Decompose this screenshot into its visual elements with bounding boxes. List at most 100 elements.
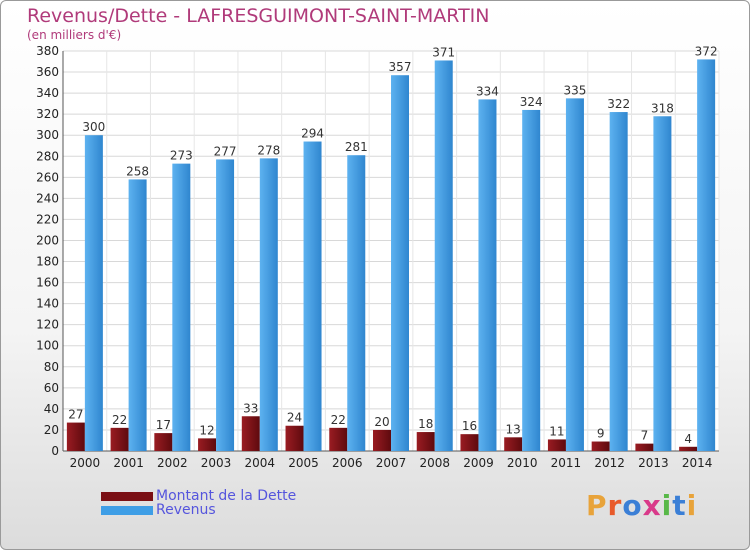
y-tick-label: 340 [36,86,59,100]
y-tick-label: 140 [36,297,59,311]
legend-label-dette: Montant de la Dette [156,488,297,504]
dette-data-label: 20 [374,415,389,429]
dette-data-label: 33 [243,401,258,415]
logo-letter: x [642,489,662,522]
revenus-bar [522,109,541,452]
y-tick-label: 100 [36,339,59,353]
logo-letter: r [607,489,623,522]
x-tick-label: 2004 [245,456,276,470]
y-tick-label: 80 [44,360,59,374]
y-tick-label: 200 [36,233,59,247]
revenus-data-label: 258 [126,164,149,178]
y-tick-label: 0 [51,444,59,458]
dette-data-label: 24 [287,411,302,425]
x-tick-label: 2002 [157,456,188,470]
revenus-data-label: 281 [345,140,368,154]
revenus-data-label: 300 [82,120,105,134]
logo-letter: t [672,489,687,522]
revenus-data-label: 334 [476,84,499,98]
y-tick-label: 300 [36,128,59,142]
logo-letter: P [586,489,608,522]
revenus-bar [172,163,191,451]
proxiti-logo: Proxiti [586,489,697,522]
revenus-data-label: 318 [651,101,674,115]
y-tick-label: 120 [36,318,59,332]
dette-data-label: 7 [641,429,649,443]
dette-bar [547,439,566,451]
revenus-data-label: 278 [257,143,280,157]
x-tick-label: 2013 [638,456,669,470]
y-tick-label: 160 [36,276,59,290]
y-tick-label: 180 [36,255,59,269]
revenus-bar [84,135,103,452]
x-tick-label: 2000 [70,456,101,470]
dette-data-label: 27 [68,408,83,422]
logo-letter: o [622,489,643,522]
y-tick-label: 240 [36,191,59,205]
revenus-bar [697,59,716,451]
x-tick-label: 2006 [332,456,363,470]
legend-swatch-dette [101,491,153,501]
y-tick-label: 260 [36,170,59,184]
revenus-bar [391,75,409,452]
x-tick-label: 2003 [201,456,232,470]
revenus-bar [565,98,584,452]
dette-bar [285,425,304,451]
x-tick-label: 2001 [113,456,144,470]
dette-data-label: 12 [199,423,214,437]
y-tick-label: 280 [36,149,59,163]
dette-data-label: 4 [684,432,692,446]
chart-subtitle: (en milliers d'€) [27,28,122,42]
revenus-data-label: 357 [389,60,412,74]
revenus-bar [303,141,322,452]
dette-data-label: 9 [597,427,605,441]
dette-data-label: 17 [156,418,171,432]
y-tick-label: 380 [36,44,59,58]
dette-data-label: 18 [418,417,433,431]
revenus-data-label: 294 [301,127,324,141]
y-tick-label: 60 [44,381,59,395]
x-tick-label: 2014 [682,456,713,470]
y-tick-label: 220 [36,212,59,226]
revenus-data-label: 335 [563,83,586,97]
x-tick-label: 2007 [376,456,407,470]
dette-bar [329,427,348,451]
revenus-bar [653,116,672,452]
revenus-bar [347,155,366,452]
legend-label-revenus: Revenus [156,502,216,518]
x-tick-label: 2009 [463,456,494,470]
legend-item-dette: Montant de la Dette [101,488,296,504]
dette-bar [198,438,217,451]
revenus-bar [216,159,235,451]
y-tick-label: 40 [44,402,59,416]
revenus-bar [434,60,453,451]
dette-data-label: 11 [549,424,564,438]
revenus-data-label: 322 [607,97,630,111]
dette-data-label: 13 [506,422,521,436]
revenus-data-label: 372 [695,44,718,58]
dette-bar [679,446,698,451]
revenus-data-label: 273 [170,149,193,163]
dette-data-label: 22 [331,413,346,427]
x-tick-label: 2012 [594,456,625,470]
dette-bar [154,433,173,451]
legend-item-revenus: Revenus [101,502,216,518]
revenus-bar [128,179,147,451]
revenus-bar [259,158,278,452]
y-tick-label: 360 [36,65,59,79]
dette-data-label: 16 [462,419,477,433]
dette-bar [416,432,435,451]
y-tick-label: 320 [36,107,59,121]
logo-letter: i [686,489,698,522]
chart-title: Revenus/Dette - LAFRESGUIMONT-SAINT-MART… [27,5,490,27]
x-tick-label: 2008 [419,456,450,470]
x-tick-label: 2005 [288,456,319,470]
revenus-bar [478,99,497,451]
dette-bar [66,422,85,451]
logo-letter: i [661,489,673,522]
x-tick-label: 2011 [551,456,582,470]
dette-bar [635,443,654,451]
revenus-data-label: 324 [520,95,543,109]
